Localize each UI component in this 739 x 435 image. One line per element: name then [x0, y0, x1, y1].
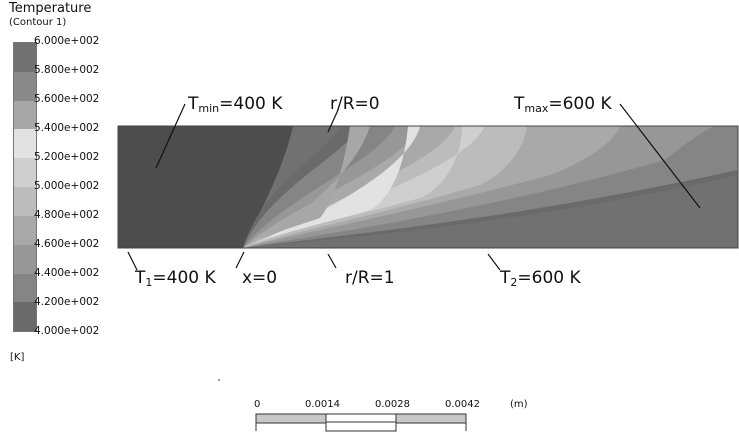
scale-segment: [395, 413, 467, 424]
legend-tick-label: 4.600e+002: [34, 238, 100, 250]
leader-line: [327, 109, 339, 133]
legend-tick-label: 4.400e+002: [34, 267, 100, 279]
color-legend-bar: [13, 42, 37, 333]
legend-swatch: [14, 43, 36, 72]
legend-swatch: [14, 302, 36, 332]
legend-swatch: [14, 71, 36, 101]
legend-tick-label: 5.000e+002: [34, 180, 100, 192]
legend-tick-label: 4.800e+002: [34, 209, 100, 221]
scale-unit: (m): [510, 399, 528, 410]
legend-tick-label: 4.000e+002: [34, 325, 100, 337]
legend-swatch: [14, 100, 36, 130]
legend-tick-label: 4.200e+002: [34, 296, 100, 308]
leader-line: [327, 253, 337, 269]
legend-tick-label: 5.400e+002: [34, 122, 100, 134]
annotation-tmin: Tmin=400 K: [188, 94, 283, 115]
legend-swatch: [14, 129, 36, 159]
contour-band: [243, 126, 485, 248]
legend-title: Temperature: [9, 1, 92, 16]
annotation-t2: T2=600 K: [500, 268, 581, 289]
scale-label: 0.0028: [375, 399, 410, 410]
scale-label: 0.0042: [445, 399, 480, 410]
scale-label: 0: [254, 399, 261, 410]
legend-swatch: [14, 187, 36, 216]
legend-tick-label: 5.800e+002: [34, 64, 100, 76]
contour-band: [243, 126, 420, 248]
domain-border: [117, 125, 739, 249]
legend-swatch: [14, 273, 36, 303]
annotation-tmax: Tmax=600 K: [514, 94, 612, 115]
leader-line: [127, 251, 138, 271]
leader-line: [619, 103, 701, 209]
legend-swatch: [14, 244, 36, 274]
legend-tick-label: 5.600e+002: [34, 93, 100, 105]
scale-segment: [325, 421, 397, 432]
contour-band: [243, 126, 370, 248]
legend-swatch: [14, 215, 36, 245]
legend-swatch: [14, 158, 36, 188]
scale-segment: [255, 413, 327, 424]
legend-unit: [K]: [10, 352, 25, 363]
scale-label: 0.0014: [305, 399, 340, 410]
annotation-t1: T1=400 K: [135, 268, 216, 289]
legend-subtitle: (Contour 1): [9, 17, 67, 28]
legend-tick-label: 6.000e+002: [34, 35, 100, 47]
leader-line: [235, 251, 245, 269]
legend-tick-label: 5.200e+002: [34, 151, 100, 163]
leader-line: [155, 103, 186, 169]
annotation-r-over-r-one: r/R=1: [345, 268, 395, 288]
annotation-x-zero: x=0: [242, 268, 278, 288]
speck: [218, 379, 220, 381]
leader-line: [487, 253, 501, 271]
annotation-r-over-r-zero: r/R=0: [330, 94, 380, 114]
